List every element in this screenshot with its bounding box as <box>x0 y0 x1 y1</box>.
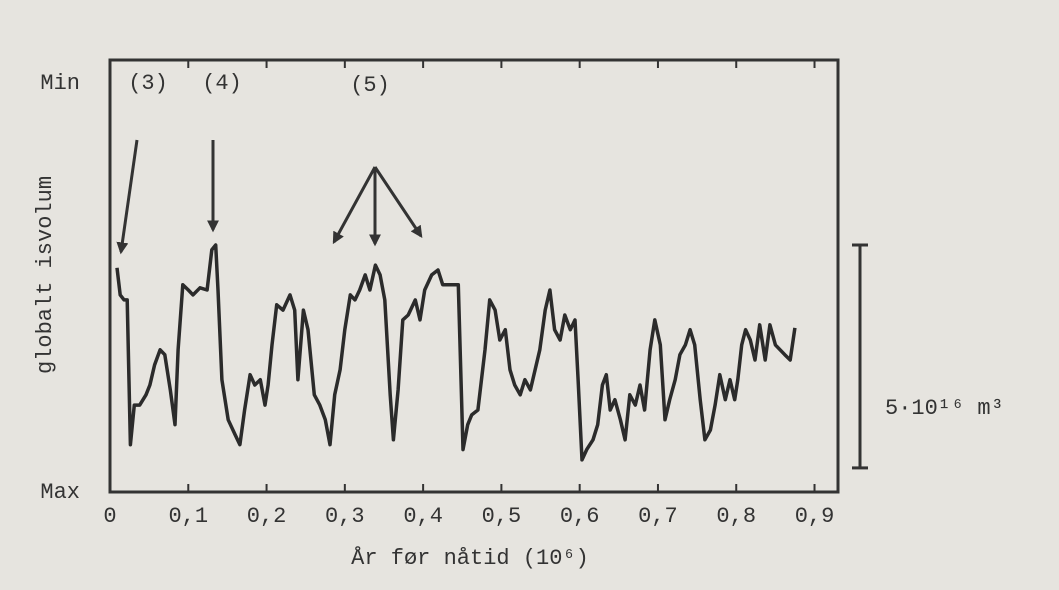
x-tick-label: 0,1 <box>168 504 208 529</box>
x-tick-label: 0,5 <box>482 504 522 529</box>
y-tick-label: Min <box>40 71 80 96</box>
data-line <box>115 243 797 462</box>
x-tick-label: 0,2 <box>247 504 287 529</box>
annotation: (5) <box>350 73 390 98</box>
arrow <box>373 166 423 238</box>
arrow <box>116 139 139 255</box>
annotation: (3) <box>128 71 168 96</box>
annotation: (4) <box>202 71 242 96</box>
x-tick-label: 0,6 <box>560 504 600 529</box>
plot-frame <box>108 58 840 494</box>
arrow <box>332 166 377 245</box>
x-tick-label: 0,8 <box>716 504 756 529</box>
scale-bar-label: 5·10¹⁶ m³ <box>885 396 1004 421</box>
x-tick-label: 0,9 <box>795 504 835 529</box>
y-axis-label: globalt isvolum <box>33 176 58 374</box>
arrows <box>116 139 423 255</box>
y-tick-label: Max <box>40 480 80 505</box>
x-tick-label: 0 <box>103 504 116 529</box>
x-tick-label: 0,4 <box>403 504 443 529</box>
x-tick-label: 0,7 <box>638 504 678 529</box>
x-tick-label: 0,3 <box>325 504 365 529</box>
x-axis-label: År før nåtid (10⁶) <box>351 545 589 571</box>
